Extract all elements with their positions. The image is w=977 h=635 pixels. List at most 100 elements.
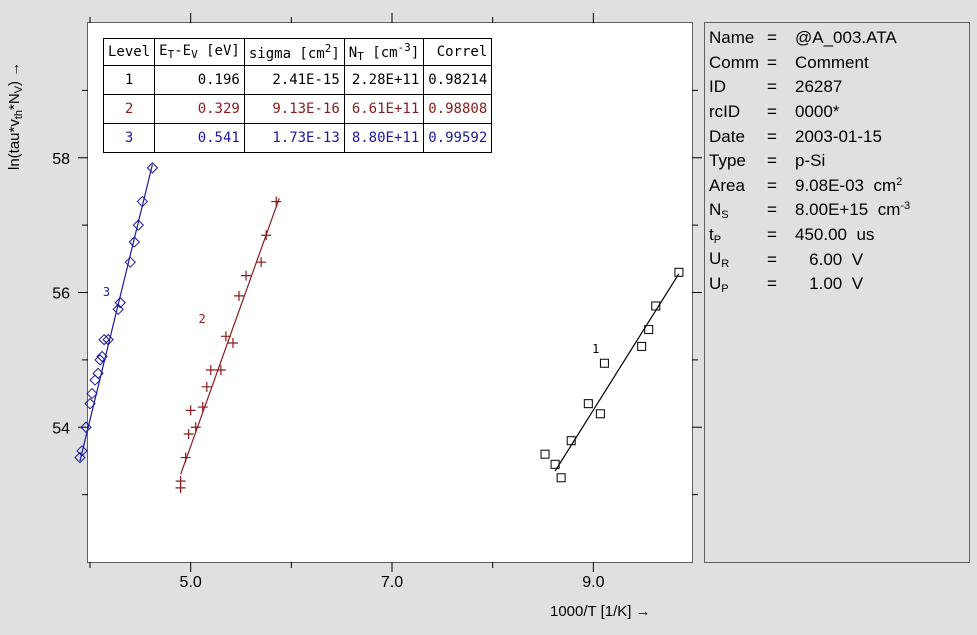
y-tick-label: 56 (52, 286, 70, 303)
cell-nt: 2.28E+11 (343, 65, 425, 95)
info-row-name: Name = @A_003.ATA (705, 26, 969, 51)
data-point-level-2 (183, 428, 194, 439)
info-row-up: UP = 1.00 V (705, 272, 969, 297)
info-key: ID (709, 77, 726, 97)
x-tick-label: 5.0 (180, 574, 202, 591)
data-point-level-3 (76, 445, 88, 457)
cell-correl: 0.99592 (423, 123, 493, 153)
info-value: 2003-01-15 (795, 126, 882, 146)
info-value: 0000* (795, 102, 840, 122)
table-header-row: Level ET-EV [eV] sigma [cm2] NT [cm-3] C… (102, 38, 493, 66)
data-point-level-1 (540, 449, 550, 459)
table-row: 3 0.541 1.73E-13 8.80E+11 0.99592 (102, 123, 493, 153)
data-point-level-3 (146, 162, 159, 174)
data-point-level-2 (256, 257, 267, 268)
data-point-level-1 (637, 341, 647, 351)
info-key: UP (709, 273, 729, 295)
header-nt: NT [cm-3] (343, 38, 425, 66)
header-energy: ET-EV [eV] (154, 38, 245, 66)
data-point-level-2 (185, 405, 196, 416)
table-row: 2 0.329 9.13E-16 6.61E+11 0.98808 (102, 94, 493, 124)
cell-sigma: 1.73E-13 (243, 123, 345, 153)
data-point-level-3 (74, 451, 86, 464)
data-point-level-2 (271, 196, 282, 207)
info-row-tp: tP = 450.00 us (705, 223, 969, 248)
info-value: 6.00 V (795, 249, 864, 269)
cell-energy: 0.329 (154, 94, 245, 124)
info-value: Comment (795, 52, 869, 72)
info-key: Comm (709, 52, 760, 72)
cell-energy: 0.541 (154, 123, 245, 153)
data-point-level-2 (205, 364, 216, 375)
measurement-info-panel: Name = @A_003.ATA Comm = Comment ID = 26… (704, 22, 970, 563)
data-point-level-3 (86, 387, 98, 400)
data-point-level-2 (201, 381, 212, 392)
data-point-level-3 (96, 350, 108, 363)
info-key: tP (709, 224, 722, 246)
info-row-comm: Comm = Comment (705, 51, 969, 76)
data-point-level-3 (132, 219, 145, 231)
data-point-level-1 (674, 267, 684, 277)
y-tick-label: 54 (52, 420, 70, 437)
data-point-level-3 (136, 195, 149, 208)
data-point-level-3 (84, 397, 96, 410)
x-tick-label: 7.0 (381, 574, 403, 591)
x-tick-label: 9.0 (582, 574, 604, 591)
y-tick-label: 58 (52, 151, 70, 168)
data-point-level-2 (227, 338, 238, 349)
info-value: 9.08E-03 cm2 (795, 175, 903, 195)
cell-sigma: 9.13E-16 (243, 94, 345, 124)
data-point-level-1 (556, 473, 566, 483)
data-point-level-2 (220, 331, 231, 342)
info-row-area: Area = 9.08E-03 cm2 (705, 174, 969, 199)
cell-level: 1 (102, 65, 156, 95)
data-point-level-2 (261, 230, 272, 241)
info-value: 26287 (795, 77, 843, 97)
info-key: Date (709, 126, 745, 146)
x-axis-arrow-icon: → (635, 603, 651, 620)
info-row-date: Date = 2003-01-15 (705, 124, 969, 149)
data-point-level-1 (566, 436, 576, 446)
info-value: 450.00 us (795, 225, 875, 245)
cell-nt: 8.80E+11 (343, 123, 425, 153)
data-point-level-2 (190, 422, 201, 433)
trap-level-table: Level ET-EV [eV] sigma [cm2] NT [cm-3] C… (102, 38, 493, 153)
data-point-level-1 (583, 399, 593, 409)
cell-correl: 0.98214 (423, 65, 493, 95)
series-label-level-1: 1 (592, 342, 599, 356)
info-key: NS (709, 199, 729, 221)
header-sigma: sigma [cm2] (243, 38, 345, 66)
cell-energy: 0.196 (154, 65, 245, 95)
info-key: Area (709, 175, 745, 195)
data-point-level-3 (102, 333, 114, 346)
table-row: 1 0.196 2.41E-15 2.28E+11 0.98214 (102, 65, 493, 95)
info-value: @A_003.ATA (795, 28, 897, 48)
info-value: 1.00 V (795, 274, 864, 294)
data-point-level-3 (94, 354, 106, 366)
data-point-level-2 (175, 476, 186, 487)
data-point-level-3 (114, 296, 126, 309)
info-key: rcID (709, 102, 741, 122)
data-point-level-3 (124, 256, 136, 268)
data-point-level-3 (112, 303, 124, 316)
info-key: Type (709, 151, 746, 171)
data-point-level-2 (215, 364, 226, 375)
data-point-level-2 (234, 290, 244, 301)
data-point-level-1 (595, 409, 605, 419)
info-key: Name (709, 28, 755, 48)
cell-sigma: 2.41E-15 (243, 65, 345, 95)
x-axis-label: 1000/T [1/K] → (550, 603, 651, 620)
header-correl: Correl (423, 38, 493, 66)
data-point-level-1 (644, 325, 654, 335)
series-label-level-2: 2 (199, 312, 206, 326)
info-value: p-Si (795, 151, 826, 171)
cell-level: 2 (102, 94, 156, 124)
data-point-level-2 (197, 402, 208, 413)
cell-level: 3 (102, 123, 156, 153)
fit-line-level-1 (554, 273, 680, 472)
data-point-level-1 (651, 301, 661, 311)
data-point-level-2 (180, 452, 191, 463)
series-label-level-3: 3 (103, 285, 110, 299)
info-key: UR (709, 249, 730, 271)
